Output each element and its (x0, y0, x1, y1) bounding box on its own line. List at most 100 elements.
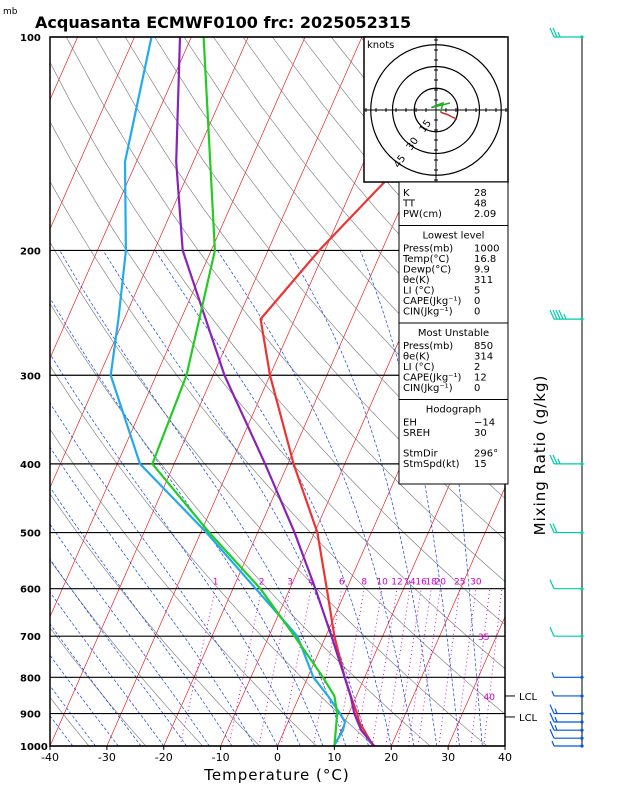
index-general-label: PW(cm) (403, 209, 442, 220)
dewpoint-profile (111, 37, 345, 746)
dry-adiabat (537, 37, 618, 746)
wind-barb-dot (580, 676, 583, 679)
wind-barb-half (558, 32, 560, 37)
moist-adiabat (0, 250, 164, 746)
wind-barb-dot (580, 720, 583, 723)
mixing-ratio-label: 30 (470, 578, 482, 588)
wind-profile (550, 28, 584, 748)
mixing-ratio-label: 2 (259, 578, 265, 588)
wind-barb-dot (580, 737, 583, 740)
index-lowest-value: 5 (474, 286, 480, 297)
index-lowest-label: Temp(°C) (402, 254, 450, 265)
index-hodo-label: StmSpd(kt) (403, 459, 460, 470)
mixing-ratio-label: 25 (454, 578, 465, 588)
index-lowest-label: CIN(Jkg⁻¹) (403, 307, 453, 318)
pressure-tick-label: 100 (20, 33, 41, 44)
wind-barb-flag (550, 705, 554, 714)
moist-adiabat (0, 250, 255, 746)
index-hodo-label: EH (403, 418, 417, 429)
index-lowest-label: LI (°C) (403, 286, 435, 297)
index-general-value: 48 (474, 199, 487, 210)
index-unstable-label: θe(K) (403, 352, 430, 363)
wind-barb-dot (580, 744, 583, 747)
index-unstable-label: LI (°C) (403, 362, 435, 373)
x-tick-label: 20 (384, 751, 398, 764)
moist-adiabat (0, 250, 50, 746)
index-lowest-label: θe(K) (403, 275, 430, 286)
wind-barb-flag (550, 627, 554, 636)
moist-adiabat (0, 250, 141, 746)
wind-barb-flag (550, 721, 554, 730)
wind-barb-dot (580, 712, 583, 715)
pressure-tick-label: 400 (20, 460, 41, 471)
index-unstable-label: CIN(Jkg⁻¹) (403, 383, 453, 394)
wind-barb-half (555, 725, 557, 730)
chart-title: Acquasanta ECMWF0100 frc: 2025052315 (35, 13, 411, 32)
moist-adiabat (0, 250, 277, 746)
index-hodo-value: 296° (474, 449, 498, 460)
wind-barb-flag (550, 729, 554, 738)
wind-barb-dot (580, 729, 583, 732)
wind-barb-dot (580, 694, 583, 697)
x-tick-label: 40 (498, 751, 512, 764)
mixing-ratio-line (418, 589, 440, 746)
index-unstable-label: CAPE(Jkg⁻¹) (403, 373, 461, 384)
background-grid (0, 37, 618, 746)
index-general-label: TT (402, 199, 416, 210)
hodograph-unit-label: knots (367, 40, 394, 51)
index-hodo-label: StmDir (403, 449, 438, 460)
x-tick-label: -20 (155, 751, 173, 764)
index-unstable-value: 12 (474, 373, 487, 384)
wind-barb-half (558, 459, 560, 464)
wind-barb-dot (580, 318, 583, 321)
index-general-label: K (403, 188, 410, 199)
wind-barb-half (552, 741, 554, 746)
mixing-ratio-label: 40 (483, 693, 495, 703)
index-general-value: 28 (474, 188, 487, 199)
index-unstable-title: Most Unstable (418, 328, 489, 339)
moist-adiabat (0, 250, 187, 746)
isotherm-line (0, 37, 21, 746)
isotherm-line (505, 37, 618, 746)
mixing-ratio-label: 14 (404, 578, 416, 588)
wind-barb-half (555, 717, 557, 722)
index-hodo-value: 15 (474, 459, 487, 470)
moist-adiabat (217, 250, 414, 746)
moist-adiabat (0, 250, 96, 746)
index-unstable-value: 850 (474, 341, 493, 352)
index-hodo-value: 30 (474, 428, 487, 439)
mixing-ratio-label: 35 (478, 633, 489, 643)
mixing-ratio-label: 1 (213, 578, 219, 588)
pressure-tick-label: 300 (20, 371, 41, 382)
mixing-ratio-label: 6 (339, 578, 345, 588)
pressure-tick-label: 800 (20, 673, 41, 684)
index-lowest-value: 0 (474, 296, 480, 307)
pressure-tick-label: 700 (20, 632, 41, 643)
moist-adiabat (0, 250, 209, 746)
dry-adiabat (0, 37, 89, 746)
index-lowest-value: 16.8 (474, 254, 496, 265)
mixing-ratio-axis-label: Mixing Ratio (g/kg) (531, 375, 549, 536)
lcl-label: LCL (519, 692, 538, 703)
wind-barb-dot (580, 635, 583, 638)
wind-barb-dot (580, 462, 583, 465)
pressure-tick-label: 500 (20, 529, 41, 540)
wetbulb-profile (152, 37, 337, 746)
mixing-ratio-line (180, 589, 216, 746)
x-tick-label: -40 (41, 751, 59, 764)
index-lowest-value: 311 (474, 275, 493, 286)
x-tick-label: -10 (212, 751, 230, 764)
x-tick-label: 30 (441, 751, 455, 764)
isotherm-line (562, 37, 618, 746)
index-lowest-value: 9.9 (474, 265, 490, 276)
wind-barb-half (552, 672, 554, 677)
dry-adiabat (508, 37, 618, 746)
lcl-label: LCL (519, 713, 538, 724)
index-unstable-label: Press(mb) (403, 341, 453, 352)
pressure-unit-label: mb (3, 7, 18, 17)
mixing-ratio-line (408, 589, 431, 746)
index-lowest-title: Lowest level (423, 231, 485, 242)
